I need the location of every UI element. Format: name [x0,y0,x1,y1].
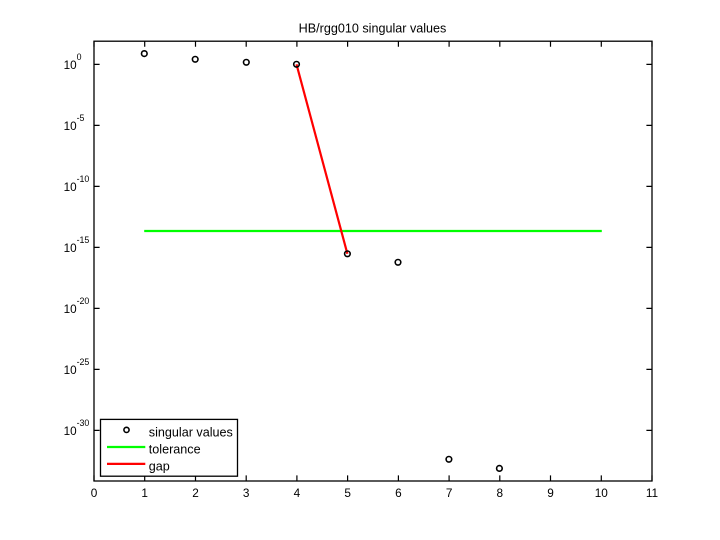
svg-text:4: 4 [294,486,301,500]
svg-text:10: 10 [595,486,609,500]
svg-text:tolerance: tolerance [149,443,201,457]
svg-text:5: 5 [344,486,351,500]
svg-text:2: 2 [192,486,199,500]
svg-text:singular values: singular values [149,425,233,439]
svg-text:0: 0 [91,486,98,500]
svg-text:8: 8 [497,486,504,500]
svg-text:gap: gap [149,460,170,474]
svg-text:6: 6 [395,486,402,500]
svg-text:HB/rgg010 singular values: HB/rgg010 singular values [299,21,447,35]
svg-text:11: 11 [646,486,658,500]
svg-text:1: 1 [141,486,148,500]
svg-text:7: 7 [446,486,453,500]
svg-text:3: 3 [243,486,250,500]
svg-text:9: 9 [547,486,554,500]
